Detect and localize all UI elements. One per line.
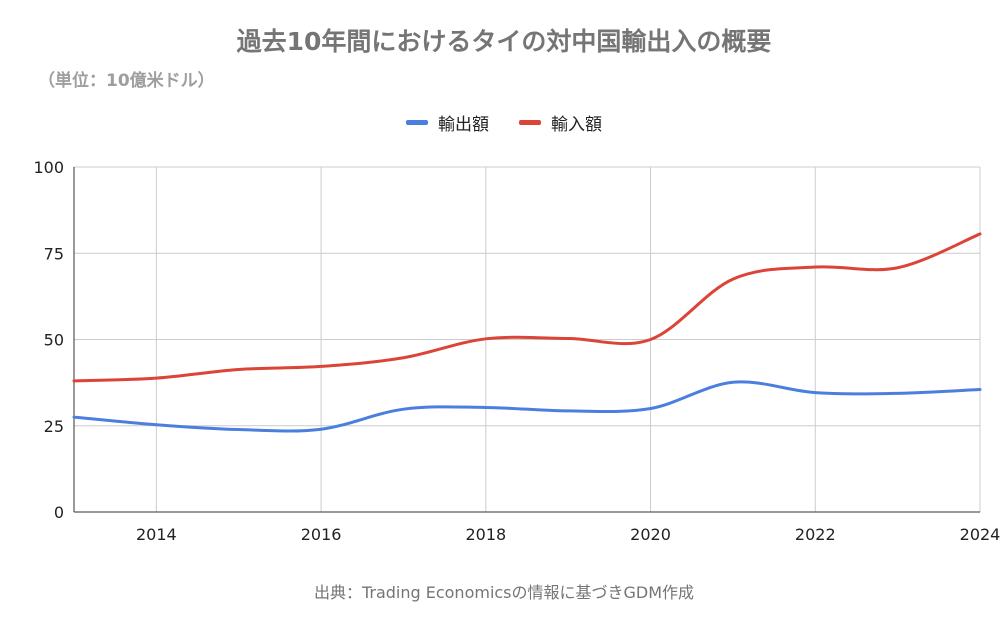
legend-label-exports: 輸出額 xyxy=(438,115,489,135)
legend-swatch-imports xyxy=(519,120,541,125)
x-tick-label: 2014 xyxy=(136,525,177,544)
legend-label-imports: 輸入額 xyxy=(551,115,602,135)
x-tick-label: 2022 xyxy=(795,525,836,544)
y-tick-label: 75 xyxy=(44,244,64,263)
legend-item-exports[interactable]: 輸出額 xyxy=(406,110,489,135)
y-tick-label: 50 xyxy=(44,331,64,350)
x-tick-label: 2020 xyxy=(630,525,671,544)
y-tick-label: 100 xyxy=(33,158,64,177)
x-tick-label: 2016 xyxy=(301,525,342,544)
series-line-imports xyxy=(72,232,982,383)
line-chart: 0 25 50 75 100 2014 2016 2018 2020 2022 2024 xyxy=(33,158,1001,544)
legend: 輸出額 輸入額 xyxy=(0,110,1008,135)
legend-item-imports[interactable]: 輸入額 xyxy=(519,110,602,135)
chart-subtitle: （単位：10億米ドル） xyxy=(38,71,215,91)
source-note: 出典：Trading Economicsの情報に基づきGDM作成 xyxy=(313,583,695,602)
series-line-exports xyxy=(72,380,982,433)
x-tick-label: 2024 xyxy=(960,525,1001,544)
y-tick-label: 25 xyxy=(44,417,64,436)
chart-title: 過去10年間におけるタイの対中国輸出入の概要 xyxy=(236,27,772,56)
y-tick-label: 0 xyxy=(54,503,64,522)
x-tick-label: 2018 xyxy=(465,525,506,544)
legend-swatch-exports xyxy=(406,120,428,125)
